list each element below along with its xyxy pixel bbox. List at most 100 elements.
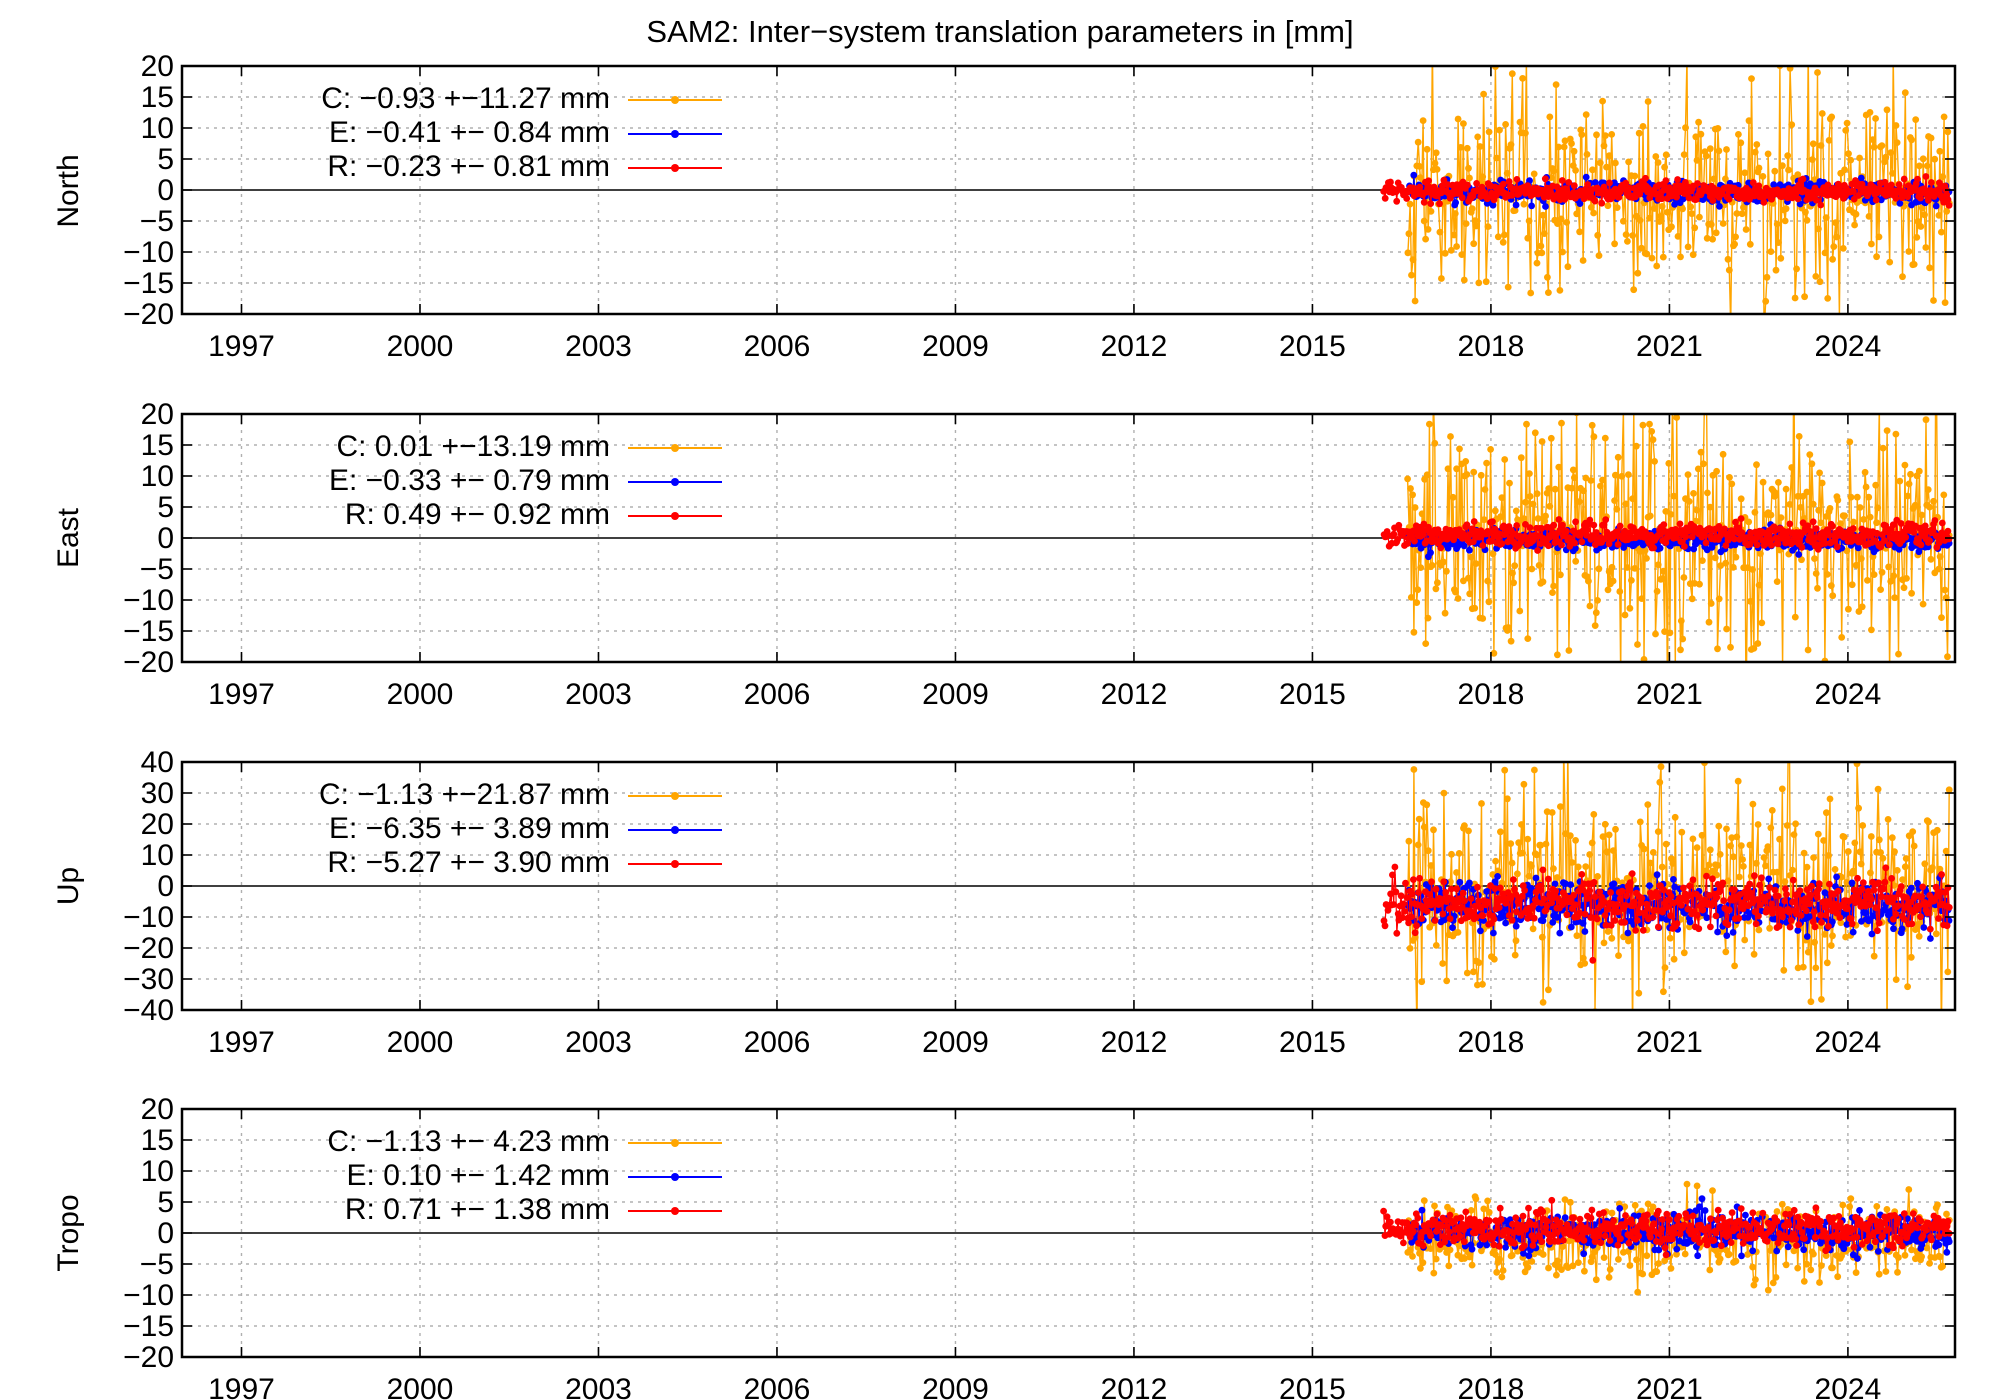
data-point — [1591, 893, 1599, 901]
data-point — [1678, 901, 1685, 909]
x-tick-label: 2015 — [1279, 1026, 1346, 1059]
data-point — [1533, 490, 1541, 498]
data-point — [1764, 150, 1772, 158]
data-point — [1932, 930, 1940, 938]
data-point — [1626, 604, 1634, 612]
data-point — [1618, 472, 1626, 480]
data-point — [1907, 953, 1915, 961]
data-point — [1687, 203, 1695, 211]
data-point — [1752, 1276, 1759, 1283]
data-point — [1944, 527, 1952, 535]
data-point — [1829, 592, 1837, 600]
data-point — [1452, 199, 1459, 207]
data-point — [1524, 635, 1532, 642]
grid-tropo — [182, 1109, 1955, 1357]
data-point — [1677, 538, 1685, 545]
data-point — [1809, 500, 1817, 508]
data-point — [1531, 429, 1539, 437]
data-point — [1729, 563, 1737, 571]
data-point — [1470, 468, 1478, 476]
data-point — [1526, 493, 1534, 500]
data-point — [1535, 562, 1543, 569]
data-point — [1761, 897, 1769, 905]
data-point — [1899, 876, 1906, 883]
data-point — [1783, 822, 1791, 829]
data-point — [1794, 195, 1802, 203]
data-point — [1600, 142, 1608, 150]
data-point — [1692, 133, 1700, 141]
data-point — [1666, 934, 1674, 942]
data-point — [1440, 558, 1447, 566]
data-point — [1420, 198, 1428, 206]
data-point — [1736, 873, 1743, 881]
data-point — [1917, 223, 1925, 230]
data-point — [1523, 420, 1530, 428]
data-point — [1550, 865, 1557, 873]
data-point — [1534, 547, 1541, 554]
data-point — [1517, 454, 1525, 462]
data-point — [1555, 463, 1563, 471]
data-point — [1571, 539, 1578, 547]
data-point — [1935, 915, 1942, 922]
data-point — [1636, 217, 1644, 224]
data-point — [1580, 487, 1587, 495]
data-point — [1592, 1276, 1600, 1284]
data-point — [1677, 617, 1685, 625]
data-point — [1561, 1196, 1569, 1203]
data-point — [1892, 195, 1900, 202]
data-point — [1945, 904, 1953, 911]
data-point — [1430, 394, 1437, 401]
data-point — [1583, 531, 1590, 539]
data-point — [1859, 879, 1867, 887]
data-point — [1510, 579, 1517, 587]
data-point — [1709, 197, 1717, 204]
data-point — [1766, 884, 1773, 891]
data-point — [1755, 581, 1763, 589]
data-point — [1887, 578, 1895, 585]
data-point — [1716, 887, 1724, 895]
legend-north: C: −0.93 +−11.27 mm E: −0.41 +− 0.84 mm … — [321, 82, 722, 183]
data-point — [1611, 497, 1618, 504]
data-point — [1432, 1255, 1440, 1263]
data-point — [1549, 589, 1556, 596]
data-point — [1545, 986, 1552, 994]
data-point — [1590, 433, 1598, 441]
data-point — [1696, 213, 1703, 221]
data-point — [1405, 837, 1413, 845]
data-point — [1520, 515, 1528, 522]
data-point — [1622, 179, 1630, 187]
data-point — [1751, 508, 1759, 516]
data-point — [1779, 162, 1786, 170]
data-point — [1410, 628, 1418, 636]
data-point — [1689, 876, 1697, 884]
data-point — [1893, 139, 1901, 147]
data-point — [1729, 929, 1737, 936]
data-point — [1584, 181, 1592, 188]
data-point — [1935, 212, 1943, 219]
data-point — [1583, 895, 1591, 902]
y-tick-label: 0 — [157, 870, 174, 903]
data-point — [1463, 969, 1471, 977]
data-point — [1790, 831, 1798, 838]
data-point — [1803, 488, 1811, 496]
data-point — [1797, 912, 1805, 919]
data-point — [1927, 555, 1935, 563]
data-point — [1907, 884, 1915, 892]
data-point — [1828, 113, 1836, 121]
data-point — [1530, 170, 1538, 178]
data-point — [1623, 892, 1630, 900]
data-point — [1698, 831, 1706, 839]
data-point — [1479, 912, 1487, 920]
data-point — [1432, 585, 1440, 593]
data-point — [1462, 458, 1470, 465]
data-point — [1829, 918, 1836, 926]
data-point — [1654, 828, 1662, 835]
data-point — [1945, 202, 1953, 209]
y-tick-label: 40 — [141, 746, 174, 779]
data-point — [1404, 475, 1411, 483]
data-point — [1868, 930, 1876, 938]
data-point — [1789, 866, 1796, 874]
data-point — [1807, 528, 1815, 536]
data-point — [1453, 885, 1460, 893]
data-point — [1544, 875, 1552, 883]
